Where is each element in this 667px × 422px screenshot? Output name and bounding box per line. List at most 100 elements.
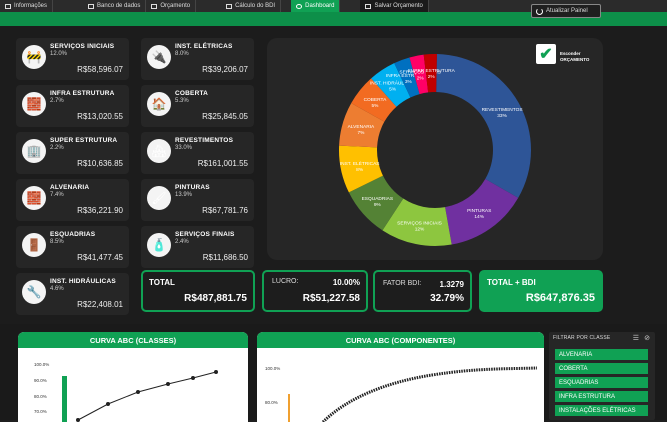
header-band [0,12,667,26]
tab-orcamento[interactable]: Orçamento [146,0,197,12]
card-value: R$36,221.90 [77,206,123,215]
category-card: 🧴 SERVIÇOS FINAIS 2.4% R$11,686.50 [141,226,254,268]
card-percentage: 2.4% [175,239,189,245]
multi-select-icon[interactable]: ☰ [632,335,639,342]
curve-bar [288,394,290,422]
card-name: SERVIÇOS FINAIS [175,231,235,238]
cleaning-icon: 🧴 [147,233,171,257]
kpi-bdi: FATOR BDI: 1.3279 32.79% [373,270,472,312]
y-tick: 70.0% [34,409,47,414]
slice-percentage: 12% [415,226,425,232]
slice-label: SUPER ESTRUTURA [408,68,456,74]
card-name: ALVENARIA [50,184,90,191]
curve-line [321,366,538,422]
card-name: PINTURAS [175,184,210,191]
kpi-total-value: R$487,881.75 [184,293,247,304]
slice-label: INST. HIDRÁULICAS [370,80,415,87]
kpi-bdi-pct: 32.79% [430,293,464,304]
kpi-lucro-label: LUCRO: [272,278,299,285]
building-icon: 🏢 [22,139,46,163]
donut-slice [348,175,404,231]
y-tick: 80.0% [34,394,47,399]
card-percentage: 5.3% [175,98,189,104]
kpi-total-label: TOTAL [149,278,175,287]
tab-label: Informações [14,3,48,9]
donut-slice [351,78,397,122]
tab-label: Cálculo do BDI [235,3,276,9]
kpi-total-bdi-value: R$647,876.35 [525,292,595,304]
slice-label: SERVIÇOS FINAIS [399,69,441,75]
class-filter-slicer: FILTRAR POR CLASSE ☰ ⊘ ALVENARIA COBERTA… [549,332,655,420]
tab-label: Salvar Orçamento [374,3,423,9]
filter-item[interactable]: INFRA ESTRUTURA [555,391,648,402]
donut-slice [339,103,385,148]
category-card: 🧱 ALVENARIA 7.4% R$36,221.90 [16,179,129,221]
card-name: SERVIÇOS INICIAIS [50,43,115,50]
slice-percentage: 2% [428,74,436,80]
tab-dashboard[interactable]: Dashboard [291,0,341,12]
electric-icon: 🔌 [147,45,171,69]
category-card: 🧱 INFRA ESTRUTURA 2.7% R$13,020.55 [16,85,129,127]
checkbox-checked-icon[interactable]: ✔ [536,44,556,64]
tab-informacoes[interactable]: Informações [0,0,54,12]
tab-banco-de-dados[interactable]: Banco de dados [83,0,147,12]
slice-percentage: 7% [357,130,365,136]
tab-label: Banco de dados [97,3,141,9]
dashboard-icon [296,3,303,9]
slice-label: ESQUADRIAS [362,196,393,202]
slice-percentage: 5% [371,103,379,109]
clear-filter-icon[interactable]: ⊘ [644,335,650,342]
tab-salvar-orcamento[interactable]: Salvar Orçamento [360,0,429,12]
card-percentage: 4.6% [50,286,64,292]
kpi-bdi-label: FATOR BDI: [383,280,422,287]
kpi-lucro: LUCRO: 10.00% R$51,227.58 [262,270,368,312]
tab-calculo-bdi[interactable]: Cálculo do BDI [196,0,282,12]
card-name: COBERTA [175,90,209,97]
card-percentage: 7.4% [50,192,64,198]
filter-item[interactable]: INSTALAÇÕES ELÉTRICAS [555,405,648,416]
filter-item[interactable]: ESQUADRIAS [555,377,648,388]
donut-slice [436,54,531,198]
card-name: SUPER ESTRUTURA [50,137,118,144]
curve-bar [62,376,67,422]
card-percentage: 12.0% [50,51,68,57]
roof-icon: 🏠 [147,92,171,116]
y-tick: 90.0% [34,378,47,383]
curve-abc-classes: CURVA ABC (CLASSES) 100.0% 90.0% 80.0% 7… [18,332,248,422]
slice-label: SERVIÇOS INICIAIS [397,220,442,226]
filter-item[interactable]: ALVENARIA [555,349,648,360]
donut-slice [409,54,429,95]
card-name: INFRA ESTRUTURA [50,90,115,97]
slice-label: REVESTIMENTOS [482,107,523,113]
slice-percentage: 8% [356,167,364,173]
curve-abc-componentes: CURVA ABC (COMPONENTES) 100.0% 80.0% [257,332,544,422]
kpi-total: TOTAL R$487,881.75 [141,270,255,312]
kpi-total-bdi-label: TOTAL + BDI [487,278,536,287]
tab-label: Orçamento [160,3,191,9]
donut-slice [394,57,420,98]
sheet-icon [88,3,95,9]
slice-percentage: 2% [417,75,425,81]
card-percentage: 2.7% [50,98,64,104]
kpi-lucro-pct: 10.00% [332,278,360,287]
card-value: R$67,781.76 [202,206,248,215]
filter-item[interactable]: COBERTA [555,363,648,374]
card-name: INST. HIDRÁULICAS [50,278,116,285]
door-icon: 🚪 [22,233,46,257]
y-tick: 100.0% [34,362,50,367]
category-card: 🏘 REVESTIMENTOS 33.0% R$161,001.55 [141,132,254,174]
tiles-icon: 🏘 [147,139,171,163]
update-panel-label: Atualizar Painel [546,8,588,14]
card-value: R$22,408.01 [77,300,123,309]
category-card: 🔌 INST. ELÉTRICAS 8.0% R$39,206.07 [141,38,254,80]
card-percentage: 8.5% [50,239,64,245]
slice-label: ALVENARIA [348,124,375,130]
update-panel-button[interactable]: Atualizar Painel [531,4,601,18]
card-value: R$11,686.50 [202,253,248,262]
card-value: R$161,001.55 [197,159,248,168]
slice-percentage: 5% [389,87,397,93]
card-percentage: 33.0% [175,145,193,151]
kpi-lucro-value: R$51,227.58 [302,293,360,304]
card-name: INST. ELÉTRICAS [175,43,233,50]
